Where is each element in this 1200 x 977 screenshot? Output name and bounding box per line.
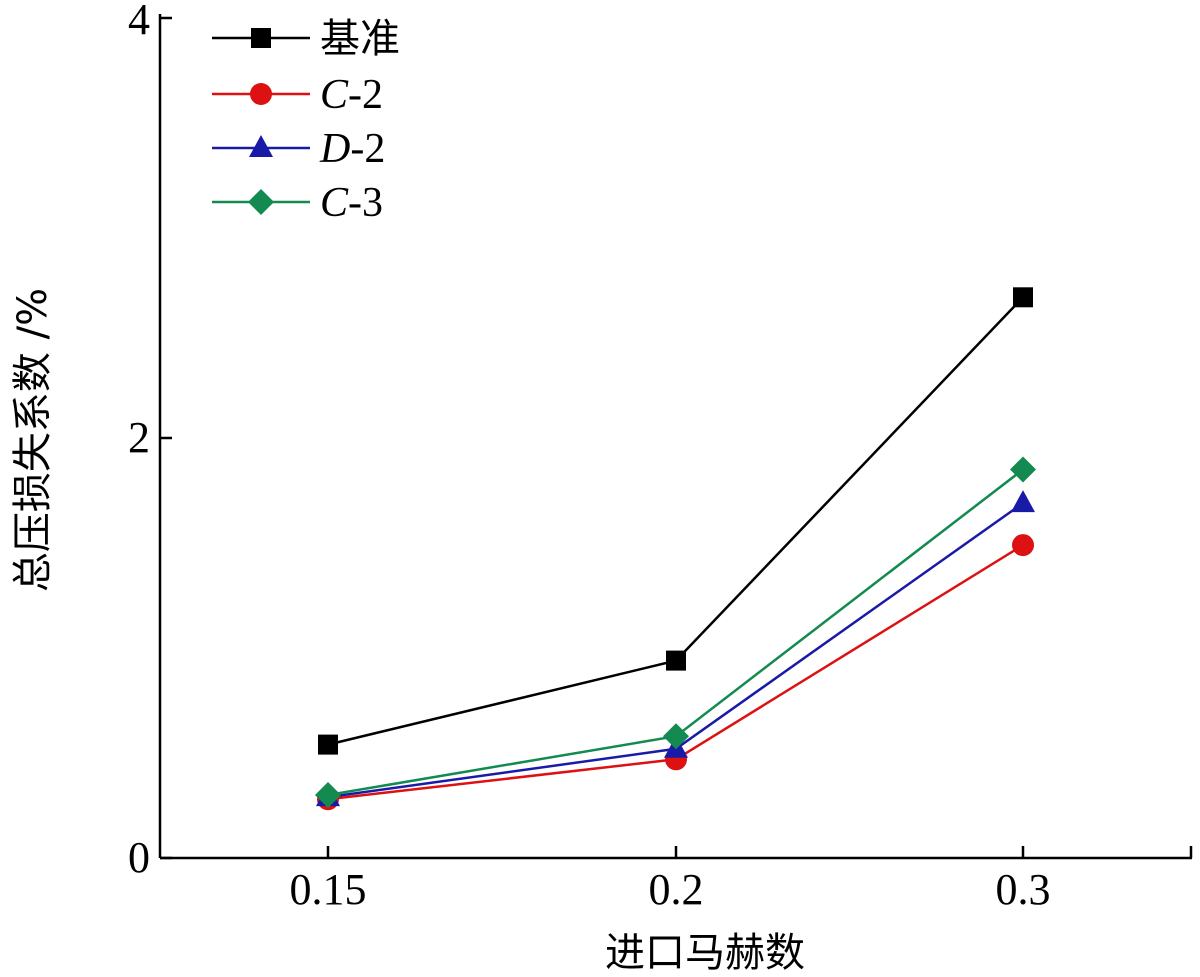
legend-marker-diamond (248, 189, 274, 215)
legend-marker-circle (250, 83, 272, 105)
y-tick-label: 0 (128, 833, 150, 882)
legend-label: D-2 (319, 126, 385, 172)
legend: 基准C-2D-2C-3 (212, 16, 400, 226)
data-point-square (666, 650, 686, 671)
legend-label-rest: 基准 (320, 16, 400, 62)
y-tick-label: 4 (128, 0, 150, 44)
y-tick-label: 2 (128, 413, 150, 462)
legend-label-rest: -3 (348, 180, 383, 226)
data-point-diamond (663, 723, 689, 750)
x-tick-label: 0.3 (996, 865, 1051, 914)
data-point-diamond (1010, 456, 1036, 483)
data-point-circle (1012, 534, 1034, 557)
series-C-3 (315, 456, 1036, 808)
legend-label: 基准 (320, 16, 400, 62)
x-tick-label: 0.15 (290, 865, 367, 914)
legend-marker-triangle (249, 135, 273, 157)
legend-marker-square (251, 28, 271, 48)
legend-label-italic: D (319, 126, 350, 172)
legend-item: D-2 (212, 126, 385, 172)
legend-label: C-3 (320, 180, 383, 226)
series-line (327, 296, 1024, 746)
data-point-diamond (315, 782, 341, 808)
x-axis-title: 进口马赫数 (605, 930, 805, 976)
legend-item: 基准 (212, 16, 400, 62)
x-tick-label: 0.2 (649, 865, 704, 914)
legend-label-rest: -2 (348, 72, 383, 118)
legend-label: C-2 (320, 72, 383, 118)
x-ticks: 0.15 0.2 0.3 (290, 846, 1051, 914)
series-layer (315, 287, 1036, 811)
legend-label-italic: C (320, 72, 349, 118)
series-基准 (318, 287, 1033, 755)
legend-label-italic: C (320, 180, 349, 226)
legend-item: C-3 (212, 180, 383, 226)
legend-label-rest: -2 (350, 126, 385, 172)
y-ticks: 0 2 4 (128, 0, 172, 882)
data-point-square (318, 734, 338, 755)
series-C-2 (317, 534, 1034, 811)
data-point-square (1013, 287, 1033, 308)
legend-item: C-2 (212, 72, 383, 118)
data-point-triangle (1011, 490, 1035, 513)
y-axis-title: 总压损失系数 /% (10, 288, 56, 592)
